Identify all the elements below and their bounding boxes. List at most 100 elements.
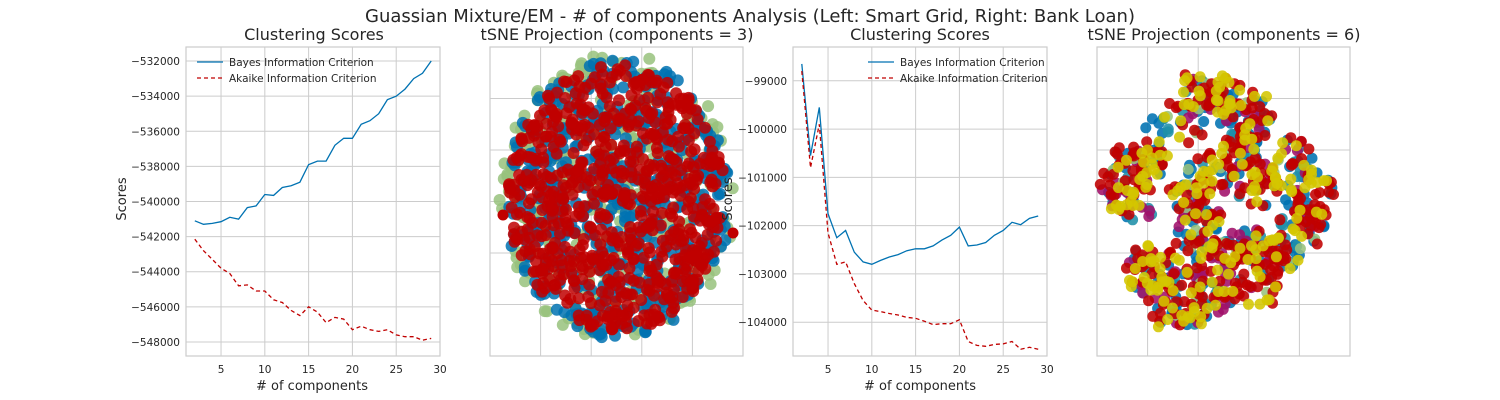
cluster-red-point <box>624 198 636 211</box>
cluster-red-point <box>687 281 700 294</box>
cluster-red-point <box>627 78 640 91</box>
cluster-red-point <box>1113 142 1125 154</box>
cluster-red-point <box>615 291 628 303</box>
cluster-red-point <box>596 68 609 81</box>
cluster-red-point <box>567 255 580 268</box>
cluster-yellow-point <box>1151 168 1163 180</box>
x-tick-label: 15 <box>909 364 922 376</box>
cluster-red-point <box>598 115 611 128</box>
cluster-yellow-point <box>1267 162 1279 173</box>
cluster-red-point <box>576 263 589 276</box>
cluster-yellow-point <box>1206 164 1218 176</box>
cluster-yellow-point <box>1159 111 1170 123</box>
cluster-yellow-point <box>1284 263 1296 275</box>
cluster-yellow-point <box>1158 295 1170 307</box>
cluster-red-point <box>522 131 535 144</box>
y-tick-label: −544000 <box>131 267 180 279</box>
cluster-red-point <box>699 262 712 275</box>
cluster-green-point <box>501 168 514 181</box>
cluster-yellow-point <box>1154 263 1166 274</box>
y-tick-label: −532000 <box>131 56 180 68</box>
cluster-red-point <box>537 277 550 289</box>
cluster-yellow-point <box>1249 166 1261 178</box>
cluster-red-point <box>1310 189 1321 200</box>
cluster-red-point <box>1098 167 1110 179</box>
cluster-yellow-point <box>1214 81 1226 93</box>
cluster-red-point <box>497 209 509 221</box>
cluster-red-point <box>1222 160 1234 172</box>
bank-loan-scores-title: Clustering Scores <box>850 25 990 44</box>
cluster-red-point <box>702 248 715 261</box>
cluster-red-point <box>555 254 568 267</box>
cluster-red-point <box>533 178 546 191</box>
cluster-red-point <box>671 177 684 190</box>
gridlines <box>186 47 441 356</box>
legend-aic-label: Akaike Information Criterion <box>229 73 377 85</box>
cluster-red-point <box>602 286 615 299</box>
cluster-red-point <box>550 147 563 160</box>
cluster-red-point <box>688 127 701 140</box>
plot-frame <box>792 46 1048 357</box>
smart-grid-tsne-panel: tSNE Projection (components = 3) <box>481 25 753 357</box>
x-tick-label: 15 <box>302 364 315 376</box>
cluster-red-point <box>1168 268 1180 280</box>
cluster-red-point <box>668 267 680 280</box>
cluster-red-point <box>642 278 655 291</box>
cluster-red-point <box>587 318 600 331</box>
cluster-red-point <box>524 248 537 261</box>
cluster-yellow-point <box>1286 186 1298 198</box>
cluster-red-point <box>1227 111 1239 123</box>
cluster-yellow-point <box>1277 137 1289 149</box>
cluster-yellow-point <box>1244 118 1256 130</box>
cluster-red-point <box>511 233 524 246</box>
cluster-red-point <box>536 191 549 204</box>
cluster-yellow-point <box>1138 272 1150 283</box>
cluster-yellow-point <box>1242 254 1254 265</box>
cluster-red-point <box>514 206 526 219</box>
cluster-yellow-point <box>1235 100 1247 111</box>
cluster-red-point <box>657 191 670 203</box>
cluster-red-point <box>1244 281 1256 292</box>
cluster-red-point <box>603 277 616 290</box>
cluster-red-point <box>704 176 717 189</box>
cluster-red-point <box>572 70 585 83</box>
cluster-red-point <box>605 186 617 199</box>
cluster-yellow-point <box>1138 156 1149 168</box>
cluster-red-point <box>536 262 549 275</box>
x-tick-label: 5 <box>218 364 225 376</box>
cluster-red-point <box>1285 132 1297 144</box>
cluster-blue-point <box>624 211 637 223</box>
bank-loan-tsne-panel: tSNE Projection (components = 6) <box>1088 25 1360 357</box>
cluster-red-point <box>650 76 663 89</box>
cluster-green-point <box>704 278 717 290</box>
smart-grid-scores-title: Clustering Scores <box>244 25 384 44</box>
cluster-yellow-point <box>1212 264 1224 276</box>
cluster-green-point <box>1294 243 1306 255</box>
cluster-red-point <box>638 309 651 322</box>
cluster-red-point <box>651 96 664 109</box>
cluster-purple-point <box>1144 205 1156 217</box>
cluster-red-point <box>561 296 574 309</box>
cluster-red-point <box>1156 158 1168 170</box>
cluster-red-point <box>1176 279 1188 291</box>
cluster-red-point <box>1192 153 1204 165</box>
cluster-blue-point <box>1306 152 1318 164</box>
cluster-yellow-point <box>1175 181 1187 193</box>
cluster-red-point <box>709 212 722 225</box>
cluster-yellow-point <box>1234 147 1246 159</box>
y-tick-label: −101000 <box>738 172 787 184</box>
cluster-red-point <box>545 104 558 117</box>
cluster-red-point <box>573 243 586 256</box>
cluster-red-point <box>650 142 663 154</box>
x-tick-label: 30 <box>1040 364 1053 376</box>
gridlines <box>793 47 1048 356</box>
cluster-blue-point <box>531 94 544 107</box>
cluster-red-point <box>706 144 719 157</box>
cluster-red-point <box>669 253 682 266</box>
cluster-red-point <box>1191 262 1203 274</box>
cluster-yellow-point <box>1261 91 1272 102</box>
cluster-red-point <box>694 214 707 227</box>
legend-bic-label: Bayes Information Criterion <box>229 57 374 69</box>
cluster-red-point <box>539 219 552 232</box>
